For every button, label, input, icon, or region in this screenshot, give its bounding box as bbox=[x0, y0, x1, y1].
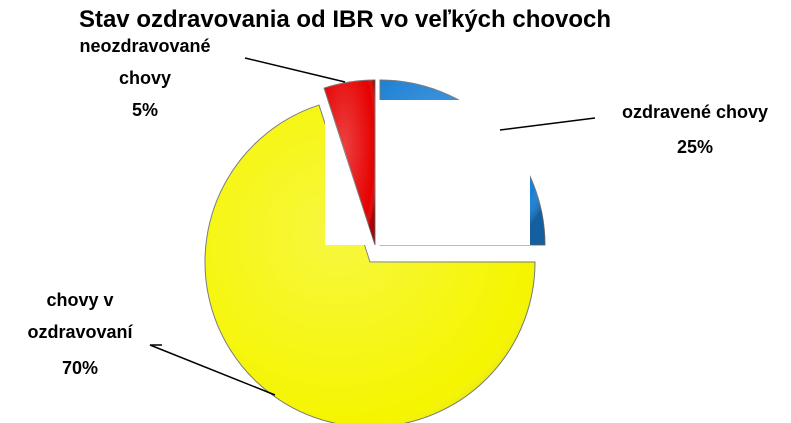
leader-line bbox=[149, 344, 276, 396]
slice-shading bbox=[324, 80, 375, 245]
leader-line bbox=[499, 117, 596, 131]
slices bbox=[204, 79, 546, 423]
leader-line bbox=[244, 57, 346, 83]
slice-label: ozdravené chovy bbox=[621, 102, 769, 122]
slice-label: neozdravované chovy bbox=[79, 36, 211, 88]
chart-title: Stav ozdravovania od IBR vo veľkých chov… bbox=[78, 6, 612, 33]
value-label: 5% bbox=[131, 100, 158, 120]
value-label: 25% bbox=[676, 137, 714, 157]
value-label: 70% bbox=[61, 358, 99, 378]
slice-label: chovy v ozdravovaní bbox=[27, 290, 133, 342]
slice-shading bbox=[205, 105, 535, 423]
